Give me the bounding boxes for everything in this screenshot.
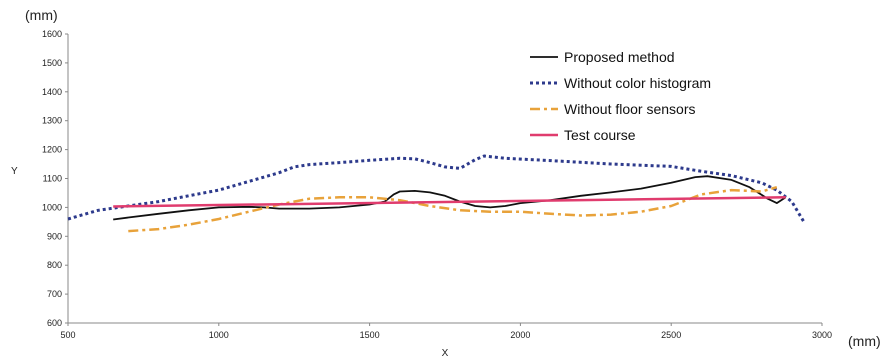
x-tick-label: 2500 [661,330,681,340]
y-tick-label: 1600 [42,29,62,39]
y-axis-unit: (mm) [25,7,58,23]
y-tick-label: 700 [47,289,62,299]
y-tick-label: 1300 [42,116,62,126]
series-line-without-color-histogram [67,154,806,223]
x-tick-label: 3000 [812,330,832,340]
x-axis-title: X [442,348,449,358]
tick-labels: 600 700 800 900 1000 1100 1200 1300 1400 1500 1600… [42,29,832,340]
legend: Proposed method Without color histogram Wi… [530,49,711,143]
y-tick-label: 1000 [42,202,62,212]
legend-label-test-course: Test course [564,127,636,143]
x-tick-label: 1500 [360,330,380,340]
y-tick-label: 1400 [42,87,62,97]
x-axis-unit: (mm) [848,333,881,349]
y-tick-label: 1200 [42,145,62,155]
axes [65,33,823,326]
series-lines [67,154,806,233]
legend-label-without-floor-sensors: Without floor sensors [564,101,696,117]
y-tick-label: 1500 [42,58,62,68]
series-line-test-course [113,196,786,208]
y-tick-label: 900 [47,231,62,241]
y-axis-title: Y [11,166,18,177]
x-tick-label: 1000 [209,330,229,340]
legend-label-without-color-histogram: Without color histogram [564,75,711,91]
x-tick-label: 2000 [510,330,530,340]
series-line-without-floor-sensors [128,185,778,233]
x-tick-label: 500 [60,330,75,340]
y-tick-label: 600 [47,318,62,328]
y-tick-label: 800 [47,260,62,270]
series-line-proposed-method [113,175,787,221]
y-tick-label: 1100 [43,174,62,184]
legend-label-proposed-method: Proposed method [564,49,675,65]
